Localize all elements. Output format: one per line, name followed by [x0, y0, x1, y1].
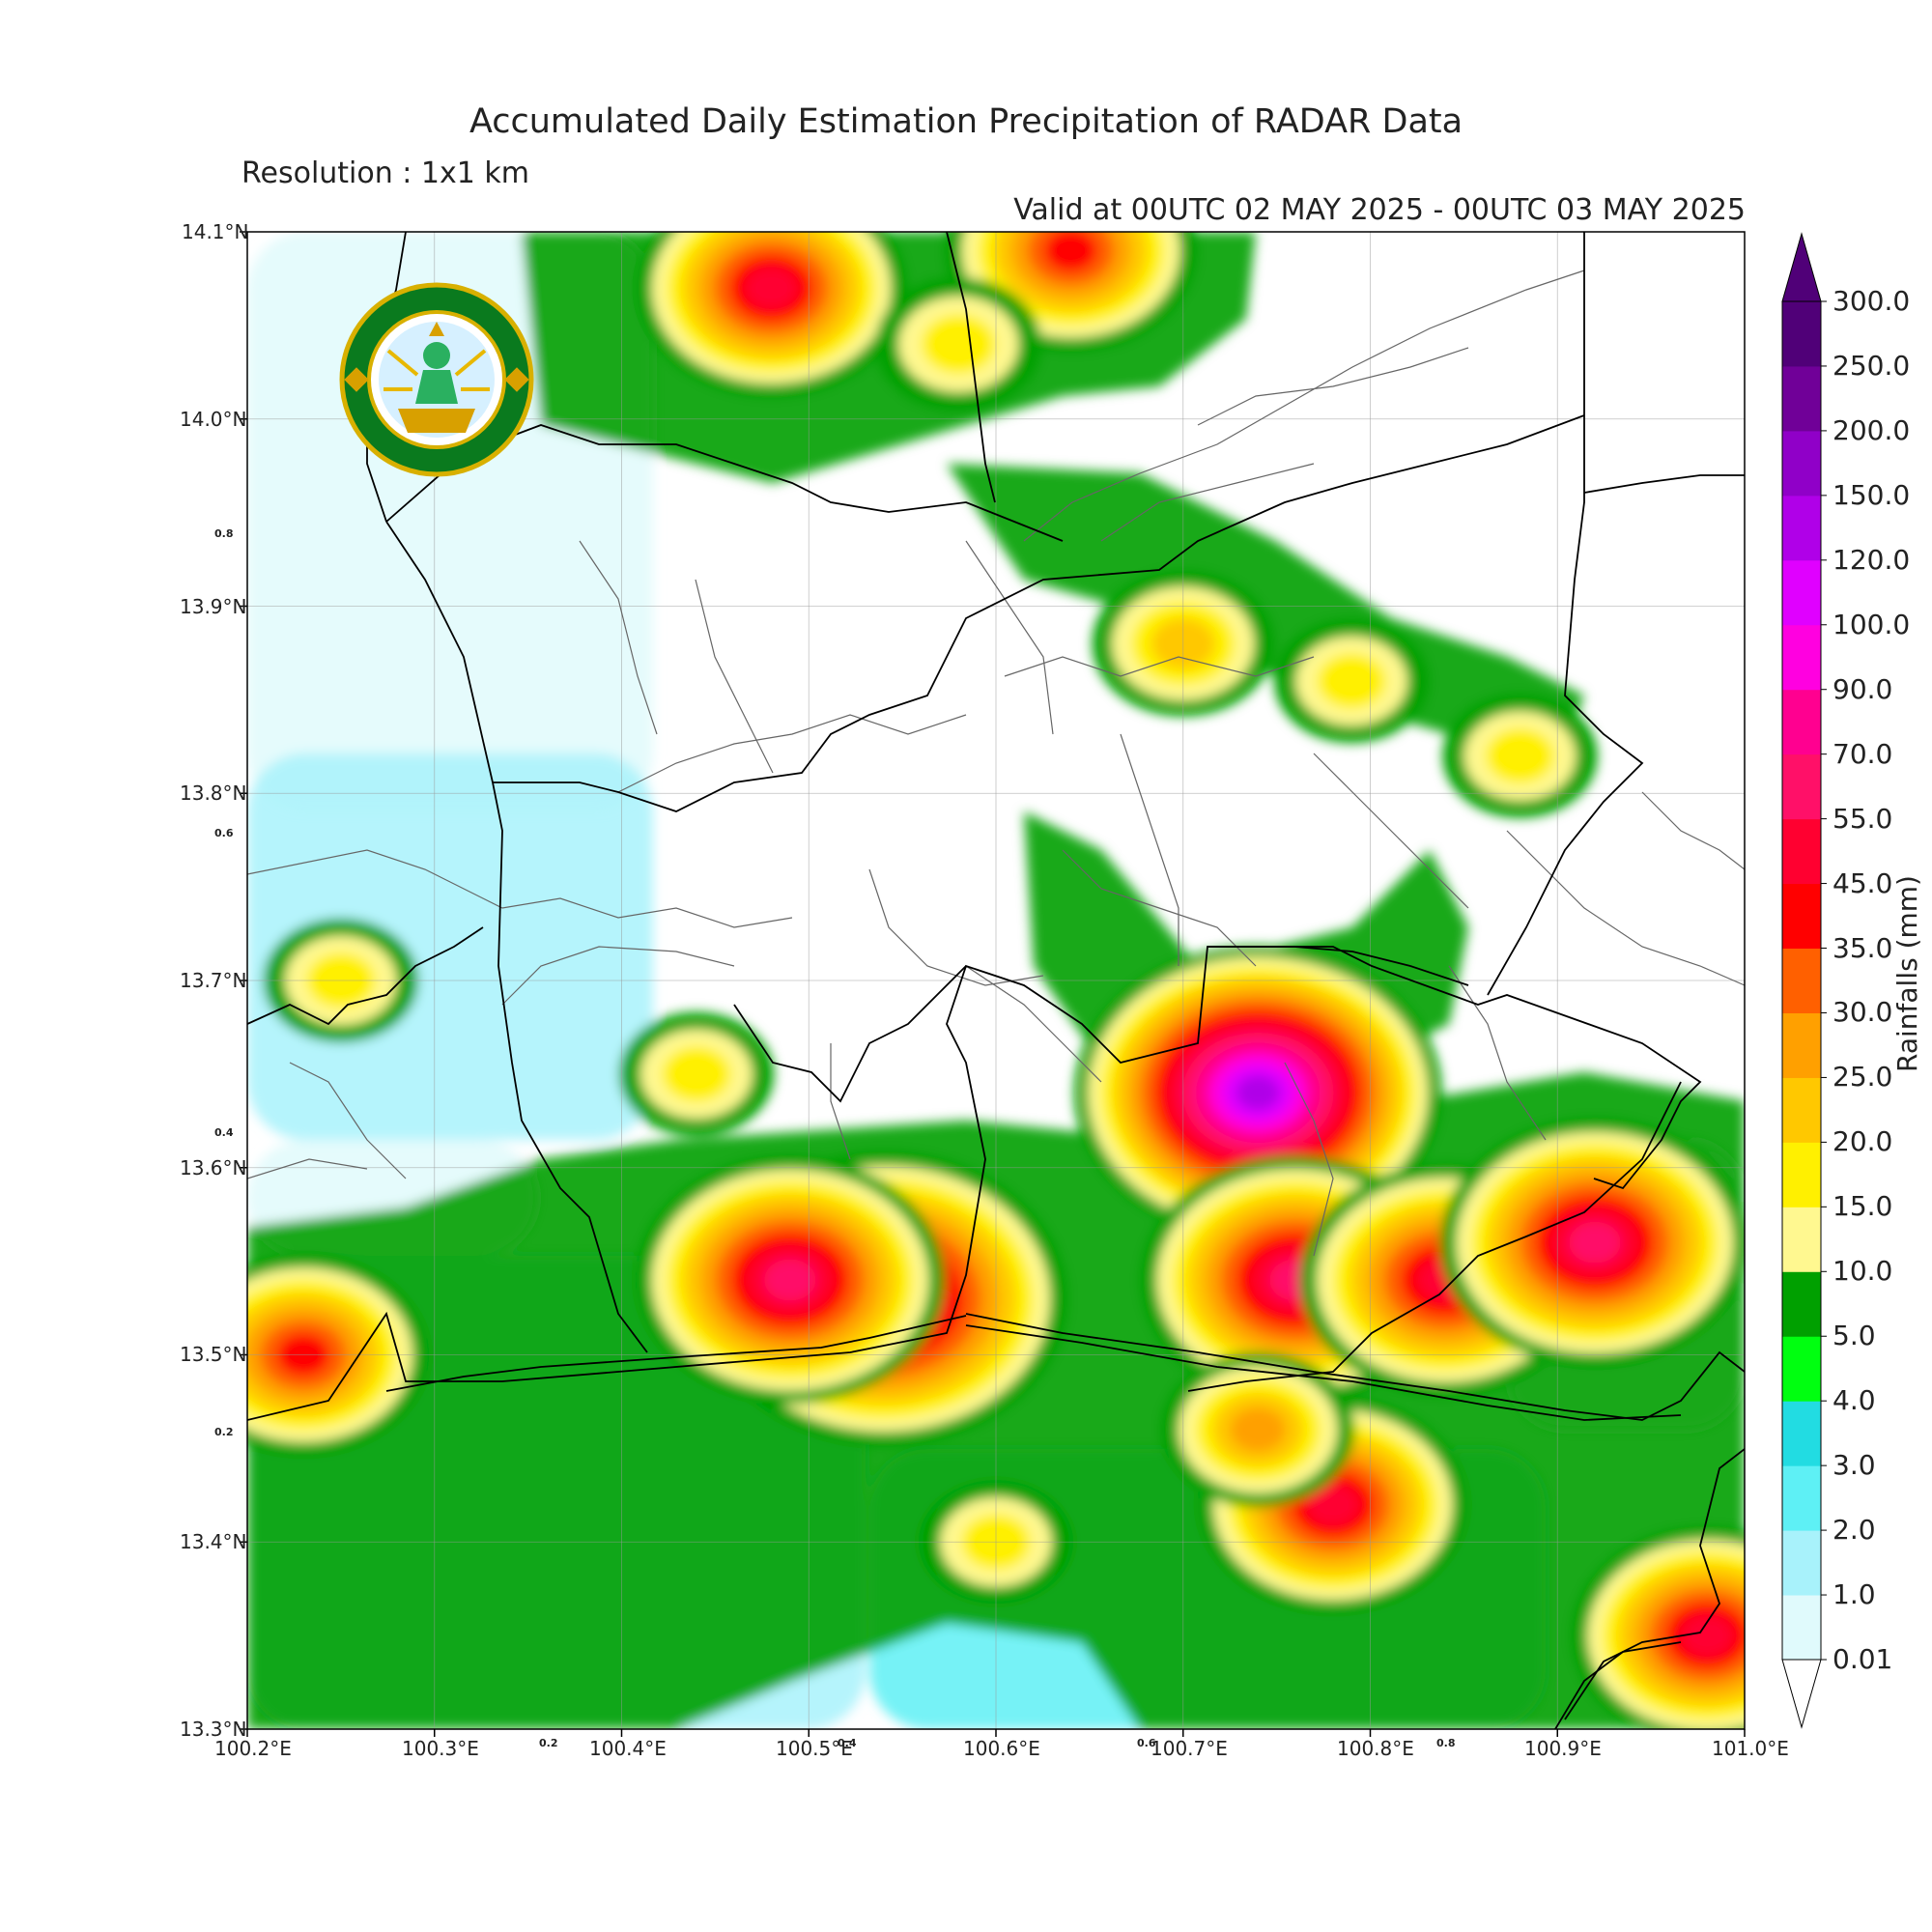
stray-x-tick: 0.6 — [1137, 1737, 1156, 1749]
colorbar-swatch — [1782, 883, 1821, 950]
rain-cell — [1572, 1527, 1745, 1729]
colorbar-swatch — [1782, 430, 1821, 497]
colorbar-tick-label: 70.0 — [1833, 737, 1893, 770]
colorbar-tick-label: 30.0 — [1833, 996, 1893, 1029]
rain-cell — [1440, 1119, 1745, 1367]
colorbar-swatch — [1782, 624, 1821, 691]
valid-period-label: Valid at 00UTC 02 MAY 2025 - 00UTC 03 MA… — [1013, 193, 1746, 227]
colorbar-tick-label: 100.0 — [1833, 608, 1911, 640]
colorbar-swatch — [1782, 1595, 1821, 1661]
colorbar-swatch — [1782, 1142, 1821, 1208]
y-tick-label: 13.7°N — [180, 969, 247, 992]
colorbar-tick-label: 300.0 — [1833, 285, 1911, 317]
stray-y-tick: 0.4 — [214, 1126, 234, 1139]
colorbar-tick-label: 55.0 — [1833, 802, 1893, 835]
map-title: Accumulated Daily Estimation Precipitati… — [469, 102, 1463, 141]
colorbar-tick-label: 90.0 — [1833, 672, 1893, 705]
colorbar-swatch — [1782, 1401, 1821, 1466]
colorbar-extend-max — [1781, 232, 1822, 302]
rain-cell — [619, 1011, 774, 1136]
x-tick-label: 100.9°E — [1524, 1737, 1602, 1760]
stray-y-tick: 0.2 — [214, 1426, 234, 1438]
y-tick-label: 13.8°N — [180, 781, 247, 805]
colorbar-swatch — [1782, 365, 1821, 432]
x-tick-label: 100.2°E — [214, 1737, 292, 1760]
colorbar-swatch — [1782, 1530, 1821, 1596]
province-boundaries — [247, 232, 1745, 1729]
colorbar-tick-label: 2.0 — [1833, 1514, 1876, 1547]
rain-cell — [636, 232, 907, 397]
colorbar-tick-label: 150.0 — [1833, 478, 1911, 511]
colorbar-swatch — [1782, 689, 1821, 755]
stray-x-tick: 0.8 — [1436, 1737, 1456, 1749]
x-tick-label: 100.4°E — [589, 1737, 667, 1760]
x-tick-label: 100.7°E — [1151, 1737, 1228, 1760]
stray-x-tick: 0.4 — [838, 1737, 857, 1749]
colorbar-tick-label: 1.0 — [1833, 1578, 1876, 1611]
colorbar-swatch — [1782, 301, 1821, 367]
rain-haze — [247, 753, 653, 1140]
colorbar-swatch — [1782, 495, 1821, 561]
rain-cell — [875, 277, 1042, 412]
rain-cell — [635, 1156, 945, 1404]
rain-cell — [1442, 694, 1598, 818]
y-tick-label: 13.3°N — [180, 1718, 247, 1741]
rain-cell — [945, 232, 1197, 352]
colorbar-swatch — [1782, 1207, 1821, 1272]
colorbar-tick-label: 120.0 — [1833, 543, 1911, 576]
colorbar-swatch — [1782, 753, 1821, 820]
colorbar-tick-label: 35.0 — [1833, 931, 1893, 964]
colorbar-extend-min — [1781, 1659, 1822, 1729]
rain-cell — [1074, 946, 1442, 1240]
y-tick-label: 13.5°N — [180, 1343, 247, 1366]
rain-cell — [1161, 1352, 1355, 1507]
colorbar-tick-label: 4.0 — [1833, 1384, 1876, 1417]
colorbar-tick-label: 45.0 — [1833, 867, 1893, 899]
stray-x-tick: 0.2 — [539, 1737, 558, 1749]
colorbar-tick-label: 250.0 — [1833, 349, 1911, 382]
y-tick-label: 14.1°N — [182, 220, 249, 243]
x-tick-label: 100.6°E — [963, 1737, 1040, 1760]
colorbar — [1781, 232, 1827, 1729]
colorbar-tick-label: 0.01 — [1833, 1643, 1893, 1675]
y-tick-label: 13.9°N — [180, 595, 247, 618]
colorbar-tick-label: 200.0 — [1833, 413, 1911, 446]
y-tick-label: 13.4°N — [180, 1530, 247, 1553]
x-tick-label: 101.0°E — [1712, 1737, 1789, 1760]
colorbar-tick-label: 5.0 — [1833, 1320, 1876, 1352]
colorbar-tick-label: 20.0 — [1833, 1125, 1893, 1158]
colorbar-tick-label: 10.0 — [1833, 1255, 1893, 1288]
resolution-label: Resolution : 1x1 km — [242, 156, 529, 190]
colorbar-swatch — [1782, 1336, 1821, 1402]
colorbar-swatch — [1782, 1465, 1821, 1531]
rain-cell — [1274, 619, 1430, 743]
x-tick-label: 100.8°E — [1337, 1737, 1414, 1760]
colorbar-swatch — [1782, 818, 1821, 885]
colorbar-swatch — [1782, 1271, 1821, 1337]
axis-tick-marks — [240, 231, 1746, 1737]
stray-y-tick: 0.8 — [214, 527, 234, 540]
x-tick-label: 100.5°E — [776, 1737, 853, 1760]
y-tick-label: 13.6°N — [180, 1156, 247, 1179]
y-tick-label: 14.0°N — [180, 408, 247, 431]
x-tick-label: 100.3°E — [402, 1737, 479, 1760]
colorbar-swatch — [1782, 948, 1821, 1013]
stray-y-tick: 0.6 — [214, 827, 234, 839]
district-boundaries — [247, 270, 1745, 1257]
colorbar-tick-label: 25.0 — [1833, 1061, 1893, 1094]
tmd-seal-icon — [339, 282, 534, 477]
colorbar-tick-label: 15.0 — [1833, 1190, 1893, 1223]
grid-lines — [247, 232, 1745, 1729]
colorbar-label: Rainfalls (mm) — [1891, 875, 1923, 1072]
colorbar-swatch — [1782, 559, 1821, 626]
colorbar-swatch — [1782, 1012, 1821, 1078]
colorbar-tick-label: 3.0 — [1833, 1449, 1876, 1482]
colorbar-swatch — [1782, 1077, 1821, 1143]
